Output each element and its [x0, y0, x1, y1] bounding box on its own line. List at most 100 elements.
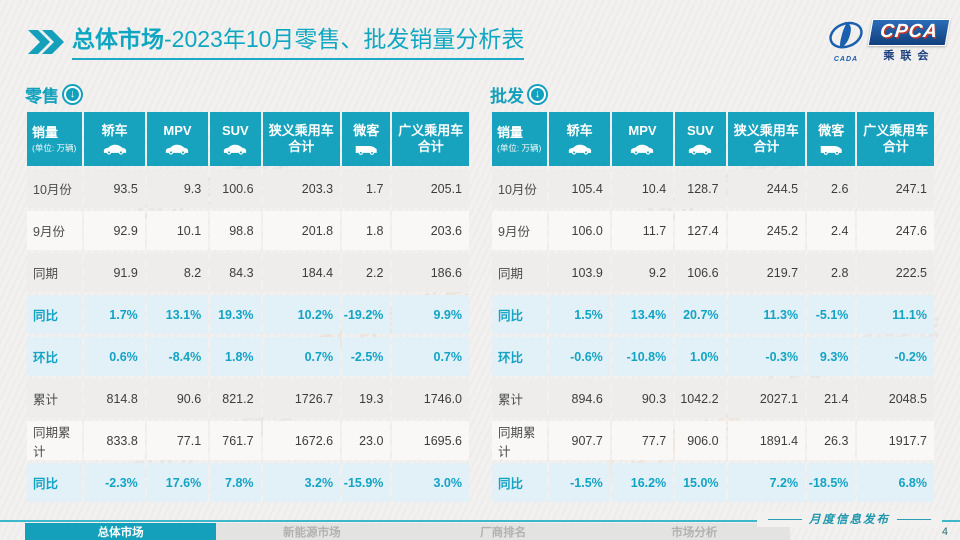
data-cell: 821.2: [210, 379, 261, 418]
publication-text: 月度信息发布: [809, 512, 890, 526]
data-cell: 1672.6: [262, 421, 341, 460]
title-bar: 总体市场-2023年10月零售、批发销量分析表: [28, 26, 525, 60]
footer-tab-nev-market[interactable]: 新能源市场: [283, 526, 341, 539]
publication-label: 月度信息发布: [757, 511, 942, 527]
header-cell: 狭义乘用车 合计: [262, 112, 341, 166]
table-row: 9月份 92.9 10.1 98.8 201.8 1.8 203.6: [27, 211, 469, 250]
section-label-wholesale: 批发 ↓: [490, 82, 936, 106]
row-label: 累计: [27, 379, 83, 418]
wholesale-table: 销量 (单位: 万辆) 轿车 MPV SUV 狭义乘用车 合计 微客 广义乘用车 合计 10月份 10…: [490, 109, 936, 505]
data-cell: 203.6: [392, 211, 469, 250]
data-cell: -0.2%: [857, 337, 934, 376]
table-row: 环比 -0.6% -10.8% 1.0% -0.3% 9.3% -0.2%: [492, 337, 934, 376]
data-cell: 1.8%: [210, 337, 261, 376]
data-cell: 7.2%: [727, 463, 806, 502]
data-cell: 8.2: [146, 253, 209, 292]
sedan-icon: [84, 143, 144, 155]
data-cell: 17.6%: [146, 463, 209, 502]
row-label: 同比: [492, 463, 548, 502]
data-cell: 10.4: [611, 169, 674, 208]
double-chevron-icon: [28, 30, 64, 54]
cpca-logo: CADA CPCA 乘联会: [826, 14, 951, 68]
sedan-icon: [549, 143, 609, 155]
table-row: 同比 1.5% 13.4% 20.7% 11.3% -5.1% 11.1%: [492, 295, 934, 334]
data-cell: 1.7%: [84, 295, 145, 334]
data-cell: 103.9: [549, 253, 610, 292]
data-cell: 19.3: [342, 379, 391, 418]
header-cell-sales: 销量 (单位: 万辆): [27, 112, 83, 166]
data-cell: 247.1: [857, 169, 934, 208]
cada-emblem-icon: CADA: [826, 20, 866, 63]
table-row: 同期 103.9 9.2 106.6 219.7 2.8 222.5: [492, 253, 934, 292]
data-cell: 9.2: [611, 253, 674, 292]
data-cell: 92.9: [84, 211, 145, 250]
row-label: 环比: [27, 337, 83, 376]
table-row: 累计 894.6 90.3 1042.2 2027.1 21.4 2048.5: [492, 379, 934, 418]
data-cell: 2.4: [807, 211, 856, 250]
data-cell: 245.2: [727, 211, 806, 250]
dash-left: [768, 518, 802, 520]
retail-table: 销量 (单位: 万辆) 轿车 MPV SUV 狭义乘用车 合计 微客 广义乘用车 合计 10月份 93…: [25, 109, 471, 505]
data-cell: 16.2%: [611, 463, 674, 502]
data-cell: 219.7: [727, 253, 806, 292]
table-section-retail: 零售 ↓ 销量 (单位: 万辆) 轿车 MPV SUV 狭义乘用车 合计 微客 广义乘用车 合计 10月…: [25, 82, 471, 505]
data-cell: 7.8%: [210, 463, 261, 502]
row-label: 同期累计: [27, 421, 83, 460]
data-cell: 2048.5: [857, 379, 934, 418]
footer-tab-overall-market[interactable]: 总体市场: [25, 523, 217, 540]
data-cell: -2.3%: [84, 463, 145, 502]
data-cell: 20.7%: [675, 295, 726, 334]
suv-icon: [210, 143, 260, 155]
data-cell: 11.1%: [857, 295, 934, 334]
table-row: 9月份 106.0 11.7 127.4 245.2 2.4 247.6: [492, 211, 934, 250]
data-cell: 833.8: [84, 421, 145, 460]
data-cell: 77.7: [611, 421, 674, 460]
data-cell: 21.4: [807, 379, 856, 418]
data-cell: 10.2%: [262, 295, 341, 334]
section-title: 零售: [25, 86, 59, 106]
header-cell: 轿车: [84, 112, 145, 166]
footer-tab-market-analysis[interactable]: 市场分析: [671, 526, 718, 539]
table-row: 同期 91.9 8.2 84.3 184.4 2.2 186.6: [27, 253, 469, 292]
data-cell: 90.3: [611, 379, 674, 418]
data-cell: 1.5%: [549, 295, 610, 334]
table-row: 同期累计 833.8 77.1 761.7 1672.6 23.0 1695.6: [27, 421, 469, 460]
header-cell: 广义乘用车 合计: [392, 112, 469, 166]
header-cell: 微客: [807, 112, 856, 166]
data-cell: -10.8%: [611, 337, 674, 376]
data-cell: 2027.1: [727, 379, 806, 418]
data-cell: 244.5: [727, 169, 806, 208]
data-cell: -8.4%: [146, 337, 209, 376]
data-cell: 186.6: [392, 253, 469, 292]
data-cell: 106.0: [549, 211, 610, 250]
data-cell: 11.3%: [727, 295, 806, 334]
data-cell: -0.3%: [727, 337, 806, 376]
data-cell: 1.0%: [675, 337, 726, 376]
header-cell: SUV: [210, 112, 261, 166]
header-cell: 微客: [342, 112, 391, 166]
data-cell: 222.5: [857, 253, 934, 292]
circle-down-arrow-icon: ↓: [64, 85, 81, 103]
data-cell: 23.0: [342, 421, 391, 460]
data-cell: 15.0%: [675, 463, 726, 502]
data-cell: 1042.2: [675, 379, 726, 418]
table-row: 同比 1.7% 13.1% 19.3% 10.2% -19.2% 9.9%: [27, 295, 469, 334]
data-cell: 6.8%: [857, 463, 934, 502]
suv-icon: [675, 143, 725, 155]
footer-tab-oem-ranking[interactable]: 厂商排名: [480, 526, 527, 539]
data-cell: 9.9%: [392, 295, 469, 334]
data-cell: 13.1%: [146, 295, 209, 334]
data-cell: 201.8: [262, 211, 341, 250]
data-cell: 19.3%: [210, 295, 261, 334]
data-cell: 814.8: [84, 379, 145, 418]
data-cell: 894.6: [549, 379, 610, 418]
data-cell: 2.2: [342, 253, 391, 292]
row-label: 同比: [492, 295, 548, 334]
table-row: 同期累计 907.7 77.7 906.0 1891.4 26.3 1917.7: [492, 421, 934, 460]
data-cell: 1746.0: [392, 379, 469, 418]
data-cell: 1917.7: [857, 421, 934, 460]
section-label-retail: 零售 ↓: [25, 82, 471, 106]
page-title: 总体市场-2023年10月零售、批发销量分析表: [72, 26, 525, 60]
unit-label: (单位: 万辆): [32, 142, 77, 153]
